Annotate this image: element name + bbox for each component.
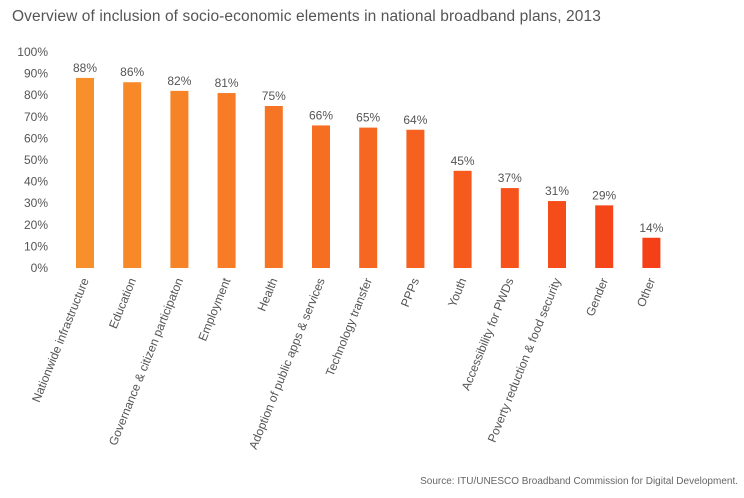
bar <box>217 93 236 268</box>
bar <box>500 188 519 268</box>
y-tick-label: 0% <box>31 261 49 275</box>
category-label: Health <box>255 276 281 313</box>
data-label: 31% <box>545 184 569 198</box>
data-label: 14% <box>639 221 663 235</box>
bar <box>170 90 189 268</box>
data-label: 81% <box>215 76 239 90</box>
bar <box>642 237 661 268</box>
category-label: Education <box>106 276 139 331</box>
y-tick-label: 90% <box>24 67 48 81</box>
bar <box>453 170 472 268</box>
bars <box>76 77 661 269</box>
bar <box>406 129 425 268</box>
data-label: 65% <box>356 111 380 125</box>
y-tick-label: 30% <box>24 196 48 210</box>
data-label: 64% <box>403 113 427 127</box>
data-label: 75% <box>262 89 286 103</box>
x-axis: Nationwide infrastructure EducationGovern… <box>29 275 658 451</box>
y-tick-label: 100% <box>17 45 48 59</box>
bar <box>264 106 283 268</box>
category-label: Accessibility for PWDs <box>459 276 517 393</box>
y-tick-label: 60% <box>24 131 48 145</box>
category-label: Gender <box>583 276 611 318</box>
bar-chart: 0% 10% 20% 30% 40% 50% 60% 70% 80% 90% 100% 88% 86%… <box>17 45 664 451</box>
y-tick-label: 70% <box>24 110 48 124</box>
category-label: Nationwide infrastructure <box>29 276 92 405</box>
data-label: 86% <box>120 65 144 79</box>
y-tick-label: 20% <box>24 218 48 232</box>
data-label: 82% <box>167 74 191 88</box>
bar <box>312 125 330 268</box>
y-tick-label: 80% <box>24 88 48 102</box>
bar <box>548 201 566 268</box>
data-label: 88% <box>73 61 97 75</box>
bar <box>359 127 378 268</box>
bar <box>123 82 142 269</box>
data-label: 45% <box>451 154 475 168</box>
category-label: Other <box>634 276 658 309</box>
source-note: Source: ITU/UNESCO Broadband Commission … <box>420 476 738 487</box>
y-tick-label: 10% <box>24 239 48 253</box>
chart-title: Overview of inclusion of socio-economic … <box>12 8 601 25</box>
category-label: Technology transfer <box>323 276 375 378</box>
y-tick-label: 50% <box>24 153 48 167</box>
data-label: 29% <box>592 188 616 202</box>
data-label: 37% <box>498 171 522 185</box>
category-label: Employment <box>195 275 233 343</box>
bar <box>595 205 614 268</box>
category-label: PPPs <box>398 276 422 309</box>
y-tick-label: 40% <box>24 175 48 189</box>
data-labels: 88% 86% 82% 81% 75% 66% 65% 64% 45% 37% 31% 29% 14% <box>73 61 664 235</box>
category-label: Youth <box>445 276 469 309</box>
data-label: 66% <box>309 108 333 122</box>
y-axis: 0% 10% 20% 30% 40% 50% 60% 70% 80% 90% 100% <box>17 45 48 275</box>
bar <box>76 77 94 268</box>
